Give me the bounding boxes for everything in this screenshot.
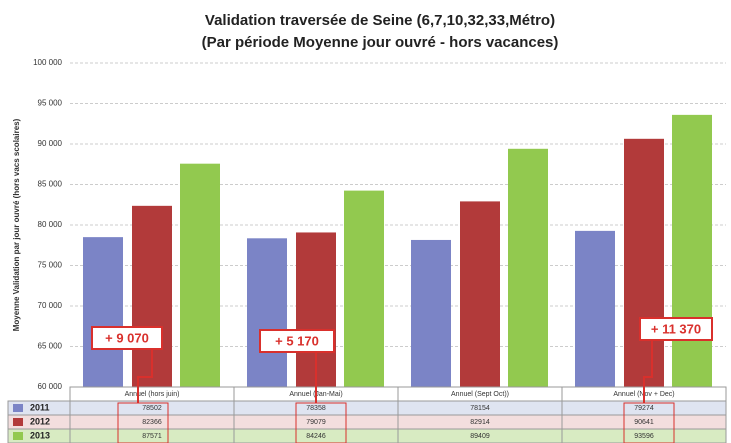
table-cell: 78154 [470,405,490,412]
bar [83,237,123,387]
bar [247,238,287,387]
annotation-box [91,326,163,350]
table-cell: 90641 [634,419,654,426]
table-cell: 84246 [306,433,326,440]
y-tick-label: 60 000 [38,382,63,391]
table-column-header: Annuel (Sept Oct)) [451,391,509,398]
bar [460,201,500,387]
table-cell: 82366 [142,419,162,426]
bar [344,190,384,387]
table-cell: 78358 [306,405,326,412]
table-cell: 89409 [470,433,490,440]
legend-swatch [13,404,23,412]
chart-title: Validation traversée de Seine (6,7,10,32… [205,12,555,29]
annotation-target [623,402,675,443]
legend-label: 2012 [30,416,50,426]
legend-swatch [13,418,23,426]
annotation: + 11 370 [651,321,701,336]
annotation: + 9 070 [105,330,149,345]
bar [411,239,451,387]
y-tick-label: 80 000 [38,220,63,229]
y-tick-label: 90 000 [38,139,63,148]
annotation-target [117,402,169,443]
bar [624,138,664,387]
bar [672,114,712,387]
y-tick-label: 75 000 [38,261,63,270]
y-tick-label: 70 000 [38,301,63,310]
table-cell: 82914 [470,419,490,426]
annotation-box [639,317,713,341]
bar [575,230,615,387]
y-axis-label: Moyenne Validation par jour ouvré (hors … [12,118,21,331]
bar [180,163,220,387]
bar [508,148,548,387]
table-cell: 79274 [634,405,654,412]
table-row [7,414,727,430]
annotation-box [259,329,335,353]
y-tick-label: 85 000 [38,180,63,189]
table-cell: 79079 [306,419,326,426]
legend-label: 2013 [30,430,50,440]
y-tick-label: 95 000 [38,99,63,108]
legend-label: 2011 [30,402,50,412]
annotation-connector [137,349,153,403]
table-cell: 78502 [142,405,162,412]
table-cell: 87571 [142,433,162,440]
chart-subtitle: (Par période Moyenne jour ouvré - hors v… [202,34,559,51]
y-tick-label: 65 000 [38,342,63,351]
table-column-header: Annuel (hors juin) [125,391,180,398]
annotation-target [295,402,347,443]
legend-swatch [13,432,23,440]
table-cell: 93596 [634,433,654,440]
annotation-connector [643,340,653,403]
y-tick-label: 100 000 [33,58,62,67]
table-row [7,400,727,416]
annotation: + 5 170 [275,333,319,348]
table-row [7,428,727,443]
